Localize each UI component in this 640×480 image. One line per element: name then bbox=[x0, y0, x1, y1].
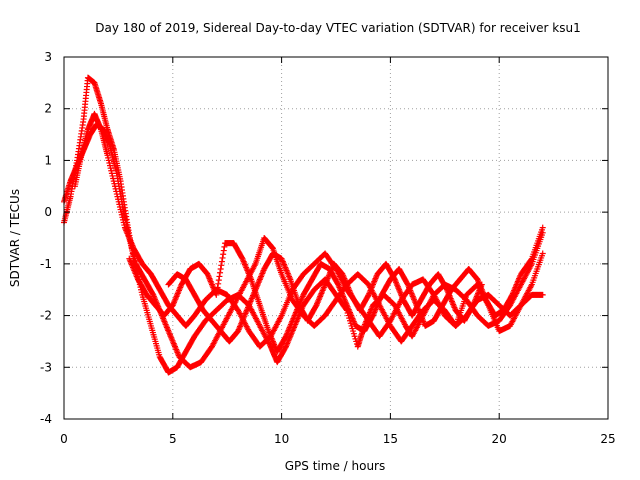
data-point bbox=[528, 256, 535, 263]
y-tick-label: -2 bbox=[40, 309, 52, 323]
y-tick-label: 3 bbox=[44, 50, 52, 64]
data-point bbox=[213, 288, 220, 295]
x-tick-label: 15 bbox=[383, 432, 398, 446]
data-point bbox=[218, 262, 225, 269]
data-point bbox=[218, 258, 225, 265]
y-tick-label: -4 bbox=[40, 412, 52, 426]
y-tick-label: 0 bbox=[44, 205, 52, 219]
x-tick-label: 25 bbox=[600, 432, 615, 446]
data-point bbox=[217, 269, 224, 276]
x-tick-label: 10 bbox=[274, 432, 289, 446]
data-point bbox=[217, 266, 224, 273]
x-tick-label: 0 bbox=[60, 432, 68, 446]
data-point bbox=[539, 250, 546, 257]
data-point bbox=[215, 277, 222, 284]
x-axis-label: GPS time / hours bbox=[285, 459, 386, 473]
y-axis-label: SDTVAR / TECUs bbox=[8, 189, 22, 287]
data-point bbox=[220, 247, 227, 254]
data-point bbox=[221, 243, 228, 250]
x-tick-label: 20 bbox=[492, 432, 507, 446]
data-point bbox=[216, 273, 223, 280]
data-point bbox=[215, 280, 222, 287]
data-point bbox=[214, 284, 221, 291]
data-point bbox=[539, 291, 546, 298]
data-point bbox=[478, 281, 485, 288]
grid-lines bbox=[64, 57, 608, 419]
x-tick-label: 5 bbox=[169, 432, 177, 446]
y-tick-label: -3 bbox=[40, 360, 52, 374]
data-point bbox=[219, 254, 226, 261]
y-tick-label: 1 bbox=[44, 153, 52, 167]
plot-frame bbox=[63, 56, 609, 420]
data-point bbox=[539, 224, 546, 231]
y-tick-label: -1 bbox=[40, 257, 52, 271]
data-points bbox=[61, 74, 546, 376]
axis-ticks: 0 5 10 15 20 25 -4 -3 -2 -1 0 1 2 3 bbox=[40, 50, 616, 446]
data-point bbox=[220, 251, 227, 258]
data-point bbox=[213, 291, 220, 298]
chart-title: Day 180 of 2019, Sidereal Day-to-day VTE… bbox=[95, 21, 580, 35]
y-tick-label: 2 bbox=[44, 102, 52, 116]
